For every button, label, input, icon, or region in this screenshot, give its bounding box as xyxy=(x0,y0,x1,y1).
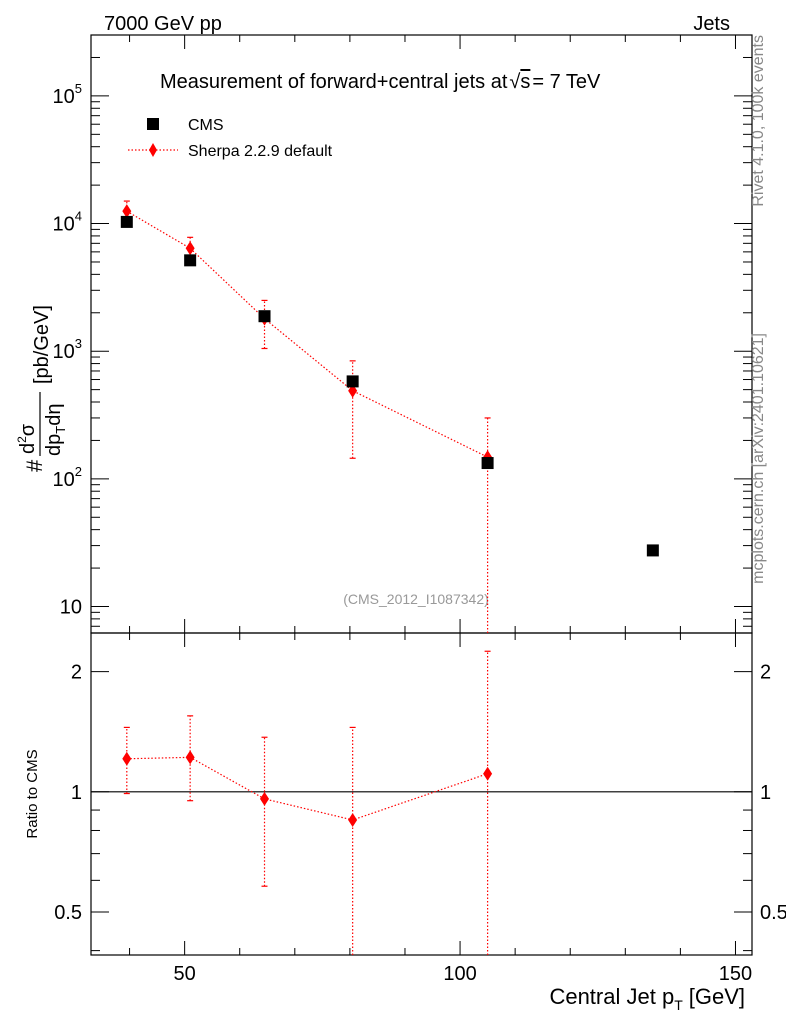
svg-text:#: # xyxy=(22,459,47,472)
y-tick-label: 102 xyxy=(53,464,82,491)
main-axis-ticks: 10 102 103 104 105 xyxy=(53,34,752,633)
ylabel-denominator: dpTdη xyxy=(43,404,68,456)
legend-sherpa-marker xyxy=(149,143,157,157)
cms-point xyxy=(184,254,197,267)
ratio-sherpa-point xyxy=(122,751,132,766)
rivet-version-label: Rivet 4.1.0, 100k events xyxy=(750,35,767,207)
ratio-axis-ticks: 50 100 150 0.5 0.5 1 1 2 2 xyxy=(54,633,786,985)
y-tick-label: 105 xyxy=(53,81,82,108)
sherpa-line xyxy=(126,210,488,458)
svg-text:[pb/GeV]: [pb/GeV] xyxy=(31,305,53,384)
ratio-y-tick-label-left: 0.5 xyxy=(54,902,82,924)
header-right: Jets xyxy=(693,13,730,35)
legend-cms-label: CMS xyxy=(188,117,224,134)
analysis-id-annotation: (CMS_2012_I1087342) xyxy=(343,591,489,607)
x-tick-label: 100 xyxy=(443,963,476,985)
ratio-sherpa-line xyxy=(126,756,488,821)
ratio-y-tick-label-left: 2 xyxy=(71,662,82,684)
cms-point xyxy=(120,215,133,228)
ratio-y-tick-label-left: 1 xyxy=(71,782,82,804)
x-tick-label: 150 xyxy=(719,963,752,985)
legend: CMS Sherpa 2.2.9 default xyxy=(128,117,333,160)
ratio-sherpa-point xyxy=(260,791,270,806)
ratio-y-tick-label-right: 2 xyxy=(760,662,771,684)
ratio-y-tick-label-right: 0.5 xyxy=(760,902,786,924)
sherpa-point xyxy=(122,204,132,219)
ratio-y-axis-label: Ratio to CMS xyxy=(24,749,41,838)
y-tick-label: 10 xyxy=(60,596,82,618)
header-left: 7000 GeV pp xyxy=(104,13,222,35)
x-axis-label: Central Jet pT [GeV] xyxy=(549,984,745,1013)
cms-point xyxy=(646,544,659,557)
mcplots-source-label: mcplots.cern.ch [arXiv:2401.10621] xyxy=(750,333,767,584)
main-y-axis-label: # d2σ dpTdη [pb/GeV] xyxy=(15,305,68,472)
y-tick-label: 104 xyxy=(53,209,82,236)
ratio-sherpa-point xyxy=(483,766,493,781)
cms-point xyxy=(258,310,271,323)
main-title: Measurement of forward+central jets at √s… xyxy=(160,71,601,93)
ratio-plot-frame xyxy=(90,632,753,956)
cms-point xyxy=(481,457,494,470)
ratio-sherpa-point xyxy=(348,812,358,827)
ratio-y-tick-label-right: 1 xyxy=(760,782,771,804)
ylabel-numerator: d2σ xyxy=(15,423,39,454)
main-data-marks xyxy=(120,200,659,633)
x-tick-label: 50 xyxy=(174,963,196,985)
y-tick-label: 103 xyxy=(53,336,82,363)
legend-cms-marker xyxy=(147,118,159,130)
cms-point xyxy=(346,375,359,388)
sherpa-point xyxy=(185,241,195,256)
ratio-sherpa-point xyxy=(185,750,195,765)
ratio-data-marks xyxy=(122,650,493,955)
legend-sherpa-label: Sherpa 2.2.9 default xyxy=(188,143,333,160)
